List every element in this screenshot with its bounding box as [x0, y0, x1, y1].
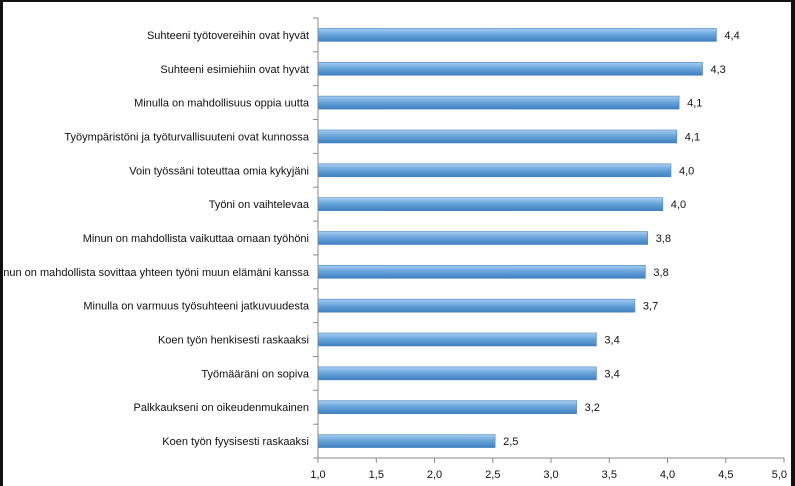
x-tick-label: 4,5: [718, 469, 733, 481]
bar: [317, 129, 678, 144]
bar: [317, 28, 717, 42]
value-label: 3,4: [604, 368, 619, 380]
axes: 1,0 1,5 2,0 2,5 3,0 3,5 4,0 4,5 5,0: [310, 17, 787, 481]
category-label: Työympäristöni ja työturvallisuuteni ova…: [64, 132, 309, 144]
x-tick-label: 3,0: [543, 469, 558, 481]
category-label: Minun on mahdollista sovittaa yhteen työ…: [3, 267, 310, 279]
value-label: 3,2: [585, 402, 600, 414]
value-label: 2,5: [503, 436, 518, 448]
x-tick-label: 3,5: [602, 469, 617, 481]
bar: [317, 434, 496, 448]
bar: [317, 231, 649, 245]
category-labels: Suhteeni työtovereihin ovat hyvät Suhteen…: [3, 30, 310, 448]
category-label: Koen työn henkisesti raskaaksi: [158, 335, 309, 347]
category-label: Voin työssäni toteuttaa omia kykyjäni: [129, 165, 309, 177]
x-tick-label: 1,5: [369, 469, 384, 481]
value-label: 3,7: [643, 301, 658, 313]
category-label: Minulla on mahdollisuus oppia uutta: [134, 98, 310, 110]
x-tick-label: 4,0: [660, 469, 675, 481]
bar: [317, 197, 664, 211]
value-label: 4,0: [671, 199, 686, 211]
x-tick-label: 2,0: [427, 469, 442, 481]
category-label: Minulla on varmuus työsuhteeni jatkuvuud…: [83, 301, 310, 313]
value-label: 4,4: [724, 30, 739, 42]
category-label: Minun on mahdollista vaikuttaa omaan työ…: [83, 233, 309, 245]
value-label: 3,4: [604, 335, 619, 347]
value-labels: 4,4 4,3 4,1 4,1 4,0 4,0 3,8 3,8 3,7 3,4 3,4 3,2 2,5: [503, 30, 740, 448]
value-label: 4,0: [679, 165, 694, 177]
category-label: Työni on vaihtelevaa: [209, 199, 310, 211]
value-label: 3,8: [656, 233, 671, 245]
category-label: Koen työn fyysisesti raskaaksi: [162, 436, 309, 448]
x-tick-label: 2,5: [485, 469, 500, 481]
bar: [317, 332, 597, 347]
x-tick-label: 1,0: [310, 469, 325, 481]
bar: [317, 95, 680, 110]
bar: [317, 163, 672, 178]
category-label: Työmääräni on sopiva: [201, 368, 309, 380]
bar: [317, 366, 597, 381]
x-tick-label: 5,0: [772, 469, 787, 481]
category-label: Suhteeni esimiehiin ovat hyvät: [160, 64, 309, 76]
bar: [317, 61, 703, 76]
bar-chart: Suhteeni työtovereihin ovat hyvät Suhteen…: [3, 17, 787, 481]
category-label: Palkkaukseni on oikeudenmukainen: [133, 402, 309, 414]
bar: [317, 400, 577, 415]
category-label: Suhteeni työtovereihin ovat hyvät: [147, 30, 309, 42]
bar: [317, 264, 646, 279]
value-label: 4,3: [711, 64, 726, 76]
value-label: 4,1: [685, 132, 700, 144]
bar: [317, 298, 636, 313]
value-label: 4,1: [687, 98, 702, 110]
value-label: 3,8: [653, 267, 668, 279]
